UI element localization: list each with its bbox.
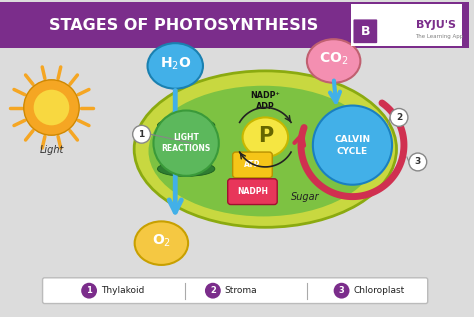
Circle shape — [409, 153, 427, 171]
Circle shape — [24, 80, 79, 135]
Text: H$_2$O: H$_2$O — [160, 56, 191, 72]
Ellipse shape — [157, 118, 215, 133]
Text: NADPH: NADPH — [237, 187, 268, 196]
Ellipse shape — [157, 129, 215, 144]
Ellipse shape — [134, 71, 397, 227]
Circle shape — [81, 283, 97, 299]
Ellipse shape — [157, 140, 215, 155]
Text: 3: 3 — [339, 286, 345, 295]
Text: P: P — [258, 126, 273, 146]
Text: Stroma: Stroma — [225, 286, 257, 295]
Ellipse shape — [307, 39, 360, 83]
Ellipse shape — [157, 151, 215, 165]
Text: NADP⁺: NADP⁺ — [250, 91, 280, 100]
Circle shape — [313, 106, 392, 185]
Text: 2: 2 — [210, 286, 216, 295]
Bar — [0, 2, 469, 48]
Text: 1: 1 — [86, 286, 92, 295]
Ellipse shape — [157, 161, 215, 176]
Text: Sugar: Sugar — [291, 191, 319, 202]
Text: 2: 2 — [396, 113, 402, 122]
Circle shape — [390, 108, 408, 126]
Text: O$_2$: O$_2$ — [152, 233, 171, 249]
Text: 3: 3 — [415, 158, 421, 166]
Ellipse shape — [243, 117, 288, 157]
Text: STAGES OF PHOTOSYNTHESIS: STAGES OF PHOTOSYNTHESIS — [48, 18, 318, 33]
Text: ATP: ATP — [244, 160, 261, 169]
Circle shape — [154, 111, 219, 176]
FancyBboxPatch shape — [228, 179, 277, 204]
Bar — [351, 3, 462, 46]
Text: Light: Light — [39, 145, 64, 155]
Circle shape — [334, 283, 349, 299]
Ellipse shape — [148, 86, 378, 217]
Circle shape — [133, 125, 150, 143]
Text: CALVIN
CYCLE: CALVIN CYCLE — [334, 135, 371, 156]
Text: Thylakoid: Thylakoid — [101, 286, 145, 295]
Circle shape — [205, 283, 221, 299]
FancyBboxPatch shape — [354, 19, 377, 43]
FancyBboxPatch shape — [233, 152, 272, 178]
Text: 1: 1 — [138, 130, 145, 139]
Text: ADP: ADP — [256, 102, 275, 111]
Ellipse shape — [147, 43, 203, 89]
Text: CO$_2$: CO$_2$ — [319, 51, 348, 67]
Text: BYJU'S: BYJU'S — [416, 20, 456, 30]
Circle shape — [34, 90, 69, 125]
Text: The Learning App: The Learning App — [415, 34, 463, 39]
FancyBboxPatch shape — [43, 278, 428, 304]
Text: Chloroplast: Chloroplast — [354, 286, 405, 295]
Ellipse shape — [135, 221, 188, 265]
Text: B: B — [361, 25, 370, 38]
Text: LIGHT
REACTIONS: LIGHT REACTIONS — [162, 133, 211, 153]
